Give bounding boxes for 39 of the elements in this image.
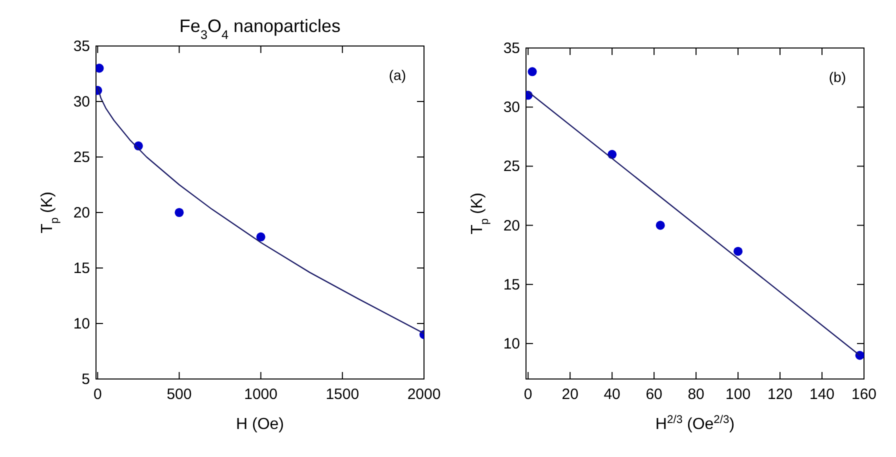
- x-tick-label: 160: [851, 386, 877, 403]
- point: [174, 208, 184, 218]
- y-tick-label: 30: [73, 94, 90, 110]
- point: [256, 232, 266, 242]
- y-tick-label: 5: [82, 371, 90, 388]
- y-tick-label: 10: [503, 336, 520, 353]
- x-tick-label: 1000: [244, 386, 278, 403]
- x-tick-label: 100: [726, 386, 751, 403]
- point: [528, 67, 537, 76]
- x-tick-label: 80: [688, 386, 704, 403]
- y-tick-label: 20: [503, 217, 520, 234]
- y-tick-label: 25: [73, 149, 90, 166]
- x-tick-label: 0: [93, 386, 102, 403]
- x-tick-label: 1500: [326, 386, 360, 403]
- x-axis-title: H (Oe): [236, 416, 284, 433]
- x-tick-label: 500: [166, 386, 192, 403]
- y-tick-label: 35: [503, 40, 520, 57]
- chart-title: Fe$_{3}$O$_{4}$ nanoparticles: [179, 16, 341, 42]
- y-tick-label: 35: [73, 38, 90, 55]
- x-tick-label: 0: [524, 386, 532, 403]
- y-tick-label: 10: [73, 316, 90, 332]
- x-tick-label: 140: [809, 386, 835, 403]
- x-tick-label: 40: [604, 386, 620, 403]
- annotation: (b): [828, 69, 846, 85]
- y-tick-label: 25: [503, 158, 520, 176]
- point: [96, 64, 104, 73]
- x-tick-label: 2000: [407, 386, 441, 403]
- x-tick-label: 60: [646, 386, 662, 403]
- y-tick-label: 30: [503, 99, 520, 116]
- y-tick-label: 15: [73, 260, 90, 277]
- y-tick-label: 15: [503, 276, 520, 294]
- point: [656, 220, 665, 230]
- point: [855, 350, 864, 360]
- y-tick-label: 20: [73, 204, 90, 222]
- point: [734, 246, 743, 256]
- x-tick-label: 120: [768, 386, 793, 403]
- x-axis-title: H$^{2/3}$ (Oe$^{2/3}$): [655, 414, 735, 433]
- annotation: (a): [388, 67, 406, 83]
- x-tick-label: 20: [562, 386, 578, 403]
